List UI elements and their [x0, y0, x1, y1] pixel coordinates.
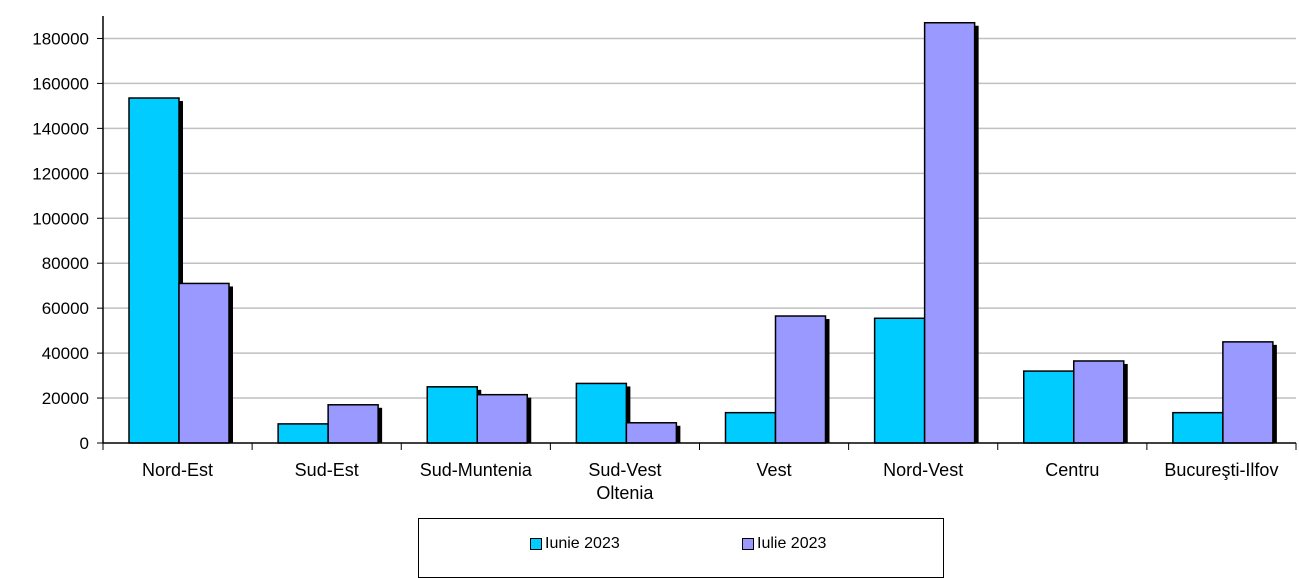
bar-iulie	[476, 393, 528, 444]
bar-iunie	[128, 97, 180, 444]
x-category-label: Sud-Muntenia	[420, 460, 533, 480]
x-category-label: Centru	[1045, 460, 1099, 480]
bar-iunie	[277, 423, 329, 444]
bar-iulie	[774, 315, 827, 444]
x-category-label: Nord-Vest	[883, 460, 963, 480]
legend: Iunie 2023 Iulie 2023	[418, 518, 944, 578]
x-category-label: Nord-Est	[142, 460, 213, 480]
bars	[128, 21, 1277, 444]
bar-iulie	[1222, 341, 1274, 444]
y-tick-label: 100000	[32, 209, 89, 228]
bar-iunie	[873, 317, 926, 444]
x-axis: Nord-Est Sud-Est Sud-Muntenia Sud-Vest Olten…	[102, 442, 1297, 503]
x-category-label: Bucureşti-Ilfov	[1164, 460, 1278, 480]
gridlines	[103, 37, 1296, 399]
y-tick-label: 40000	[42, 344, 89, 363]
y-axis: 0 20000 40000 60000 80000 100000 120000 140000 1…	[32, 16, 104, 453]
y-tick-label: 160000	[32, 74, 89, 93]
bar-iulie	[1073, 360, 1125, 444]
y-tick-label: 80000	[42, 254, 89, 273]
legend-swatch-iulie	[742, 538, 754, 550]
y-tick-label: 20000	[42, 389, 89, 408]
y-tick-label: 180000	[32, 29, 89, 48]
bar-iunie	[1023, 370, 1075, 444]
y-tick-label: 60000	[42, 299, 89, 318]
bar-iunie	[724, 411, 777, 444]
bar-iunie	[426, 386, 478, 444]
legend-label-iulie: Iulie 2023	[757, 535, 827, 552]
x-category-label: Sud-Vest Oltenia	[588, 460, 661, 503]
bar-iulie	[625, 422, 678, 444]
y-tick-label: 120000	[32, 164, 89, 183]
y-tick-label: 0	[80, 434, 89, 453]
bar-iulie	[923, 21, 976, 444]
bar-chart: 0 20000 40000 60000 80000 100000 120000 140000 1…	[32, 16, 1297, 503]
x-category-label: Vest	[757, 460, 792, 480]
bar-iunie	[1172, 411, 1224, 444]
legend-swatch-iunie	[530, 538, 542, 550]
legend-item-iunie: Iunie 2023	[530, 535, 620, 553]
bar-iulie	[178, 282, 230, 444]
bar-iunie	[575, 382, 628, 444]
x-category-label: Sud-Est	[295, 460, 359, 480]
bar-iulie	[327, 404, 379, 444]
y-tick-label: 140000	[32, 119, 89, 138]
legend-label-iunie: Iunie 2023	[545, 535, 620, 552]
legend-item-iulie: Iulie 2023	[742, 535, 826, 553]
